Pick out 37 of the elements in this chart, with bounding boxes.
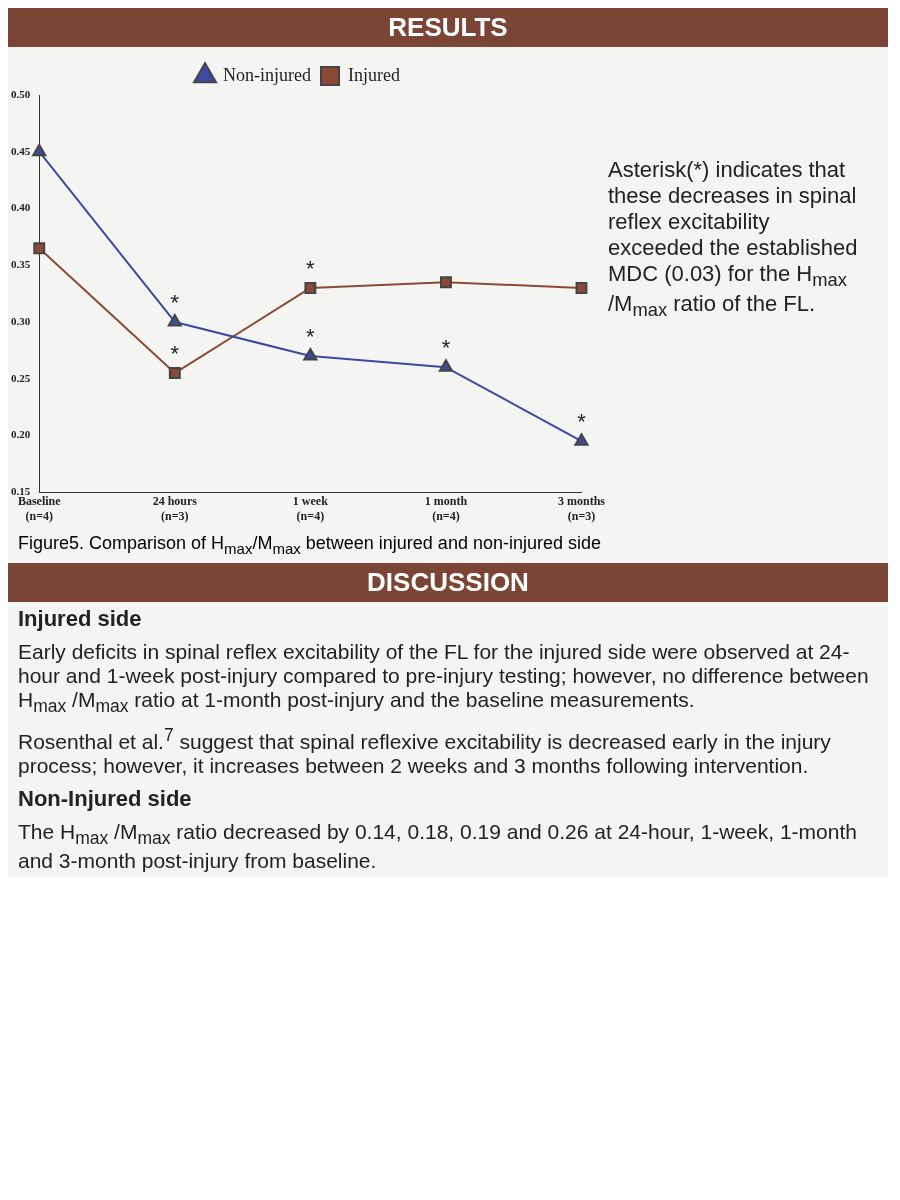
annotation: * bbox=[170, 341, 180, 367]
y-tick-label: 0.35 bbox=[11, 258, 31, 271]
text: Rosenthal et al.$^{7}$ suggest that spinal reflexive excitability is decreased early in the injury process; however, it increases between 2 weeks and 3 months following intervention. bbox=[17, 723, 832, 779]
x-tick-label: 1 month (n=4) bbox=[424, 494, 468, 523]
chart-title: RESULTS bbox=[8, 8, 888, 47]
point bbox=[33, 242, 46, 255]
point bbox=[168, 367, 181, 379]
y-tick-label: 0.50 bbox=[11, 87, 31, 100]
x-tick-label: 1 week (n=4) bbox=[292, 494, 329, 523]
point bbox=[167, 313, 182, 327]
point bbox=[304, 281, 317, 294]
x-tick-label: 24 hours (n=3) bbox=[152, 494, 198, 523]
annotation: * bbox=[306, 324, 316, 350]
y-tick-label: 0.40 bbox=[11, 201, 31, 214]
point bbox=[438, 359, 453, 372]
y-tick-label: 0.20 bbox=[11, 428, 31, 441]
text: Early deficits in spinal reflex excitability of the FL for the injured side were observed at 24-hour and 1-week post-injury compared to pre-injury testing; however, no difference between H$_{max}$ /M$_{max}$ ratio at 1-month post-injury and the baseline measurements. bbox=[17, 638, 870, 718]
text: DISCUSSION bbox=[8, 562, 888, 602]
y-tick-label: 0.25 bbox=[11, 371, 31, 384]
annotation: * bbox=[170, 290, 180, 316]
point bbox=[439, 276, 452, 289]
text: The H$_{max}$ /M$_{max}$ ratio decreased by 0.14, 0.18, 0.19 and 0.26 at 24-hour, 1-week, 1-month and 3-month post-injury from baseline. bbox=[17, 818, 858, 874]
point bbox=[575, 281, 588, 294]
caption: Figure5. Comparison of H$_{max}$/M$_{max}$ between injured and non-injured side bbox=[17, 532, 602, 559]
legend-label: Non-injured bbox=[223, 64, 312, 85]
y-tick-label: 0.30 bbox=[11, 314, 31, 327]
legend-label: Injured bbox=[348, 64, 400, 85]
annotation: * bbox=[306, 255, 316, 281]
x-tick-label: 3 months (n=3) bbox=[557, 494, 606, 523]
text: Non-Injured side bbox=[17, 784, 193, 813]
text: Asterisk(*) indicates that these decreases in spinal reflex excitability exceeded the established MDC (0.03) for the H$_{max}$ /M$_{max}$ ratio of the FL. bbox=[608, 157, 858, 321]
y-tick-label: 0.45 bbox=[11, 144, 31, 157]
annotation: * bbox=[441, 335, 451, 361]
point bbox=[303, 348, 318, 361]
point bbox=[574, 433, 589, 446]
text: Injured side bbox=[17, 604, 143, 633]
annotation: * bbox=[577, 409, 587, 435]
